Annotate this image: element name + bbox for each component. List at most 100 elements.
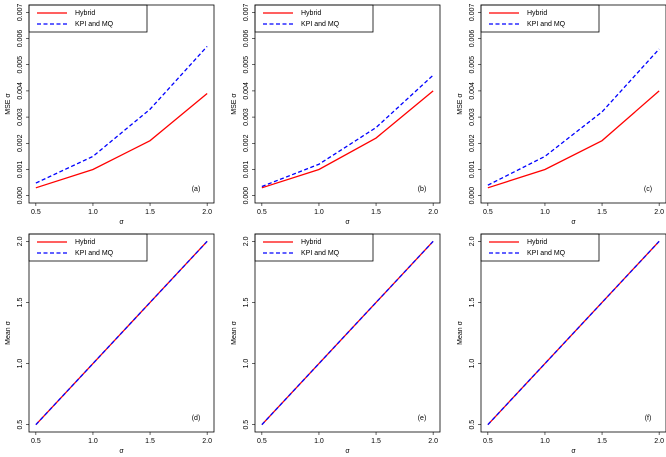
y-axis-label: MSE σ bbox=[457, 93, 464, 115]
legend-label: KPI and MQ bbox=[527, 21, 566, 28]
x-axis-label: σ bbox=[345, 219, 350, 226]
x-tick-label: 1.0 bbox=[314, 438, 324, 445]
y-tick-label: 0.005 bbox=[17, 56, 24, 74]
y-tick-label: 0.000 bbox=[469, 187, 476, 205]
legend-label: KPI and MQ bbox=[75, 250, 114, 257]
series-line bbox=[35, 240, 208, 426]
y-tick-label: 0.5 bbox=[243, 420, 250, 430]
x-tick-label: 1.5 bbox=[371, 209, 381, 216]
legend-label: Hybrid bbox=[527, 239, 547, 246]
x-tick-label: 1.5 bbox=[371, 438, 381, 445]
y-axis-label: MSE σ bbox=[5, 93, 12, 115]
x-tick-label: 2.0 bbox=[428, 209, 438, 216]
x-tick-label: 1.5 bbox=[145, 209, 155, 216]
y-tick-label: 0.5 bbox=[17, 420, 24, 430]
x-tick-label: 2.0 bbox=[428, 438, 438, 445]
x-tick-label: 2.0 bbox=[654, 209, 664, 216]
y-tick-label: 0.006 bbox=[469, 30, 476, 48]
panel-annotation: (a) bbox=[192, 186, 201, 193]
x-axis-label: σ bbox=[345, 448, 350, 455]
series-line bbox=[35, 45, 208, 184]
x-tick-label: 2.0 bbox=[202, 209, 212, 216]
y-tick-label: 0.003 bbox=[469, 108, 476, 126]
y-tick-label: 0.002 bbox=[17, 134, 24, 152]
x-tick-label: 0.5 bbox=[483, 438, 493, 445]
y-tick-label: 2.0 bbox=[243, 236, 250, 246]
x-axis-label: σ bbox=[571, 219, 576, 226]
y-tick-label: 0.5 bbox=[469, 420, 476, 430]
legend-box bbox=[28, 233, 148, 262]
series-line bbox=[487, 90, 660, 189]
panel-annotation: (c) bbox=[644, 186, 652, 193]
x-tick-label: 1.0 bbox=[88, 438, 98, 445]
y-tick-label: 2.0 bbox=[17, 236, 24, 246]
legend-label: Hybrid bbox=[301, 239, 321, 246]
y-tick-label: 0.006 bbox=[243, 30, 250, 48]
x-tick-label: 0.5 bbox=[483, 209, 493, 216]
x-axis-label: σ bbox=[119, 448, 124, 455]
legend-label: Hybrid bbox=[527, 10, 547, 17]
x-tick-label: 1.0 bbox=[540, 209, 550, 216]
legend-box bbox=[480, 4, 600, 33]
series-line bbox=[261, 90, 434, 189]
series-line bbox=[487, 48, 660, 186]
y-tick-label: 0.004 bbox=[469, 82, 476, 100]
x-tick-label: 1.5 bbox=[145, 438, 155, 445]
series-line bbox=[261, 74, 434, 188]
x-axis-label: σ bbox=[571, 448, 576, 455]
panel: 0.5 1.0 1.5 2.0 0.000 0.001 0.002 0.003 0.004 0.0… bbox=[457, 3, 666, 226]
panel: 0.5 1.0 1.5 2.0 0.000 0.001 0.002 0.003 0.004 0.0… bbox=[231, 3, 441, 226]
x-tick-label: 1.0 bbox=[88, 209, 98, 216]
x-tick-label: 1.5 bbox=[597, 438, 607, 445]
legend-label: Hybrid bbox=[75, 239, 95, 246]
panel: 0.5 1.0 1.5 2.0 0.000 0.001 0.002 0.003 0.004 0.0… bbox=[5, 3, 215, 226]
y-tick-label: 0.003 bbox=[17, 108, 24, 126]
x-tick-label: 2.0 bbox=[202, 438, 212, 445]
x-axis-label: σ bbox=[119, 219, 124, 226]
plot-frame bbox=[254, 4, 441, 204]
plot-frame bbox=[480, 4, 666, 204]
y-tick-label: 1.5 bbox=[243, 297, 250, 307]
panel: 0.5 1.0 1.5 2.0 0.5 1.0 1.5 2.0 σ Mean σ (d) Hybrid… bbox=[5, 233, 215, 455]
panel-annotation: (e) bbox=[418, 415, 427, 422]
y-tick-label: 1.5 bbox=[469, 297, 476, 307]
y-tick-label: 0.002 bbox=[243, 134, 250, 152]
x-tick-label: 1.5 bbox=[597, 209, 607, 216]
y-tick-label: 0.004 bbox=[17, 82, 24, 100]
panel-annotation: (d) bbox=[192, 415, 201, 422]
y-tick-label: 1.0 bbox=[17, 359, 24, 369]
legend-label: Hybrid bbox=[301, 10, 321, 17]
panel-annotation: (b) bbox=[418, 186, 427, 193]
panel: 0.5 1.0 1.5 2.0 0.5 1.0 1.5 2.0 σ Mean σ (f) Hybrid… bbox=[457, 233, 666, 455]
y-tick-label: 0.002 bbox=[469, 134, 476, 152]
y-tick-label: 0.004 bbox=[243, 82, 250, 100]
y-tick-label: 0.001 bbox=[469, 161, 476, 179]
x-tick-label: 1.0 bbox=[314, 209, 324, 216]
x-tick-label: 0.5 bbox=[257, 438, 267, 445]
y-tick-label: 2.0 bbox=[469, 236, 476, 246]
y-axis-label: Mean σ bbox=[231, 320, 238, 344]
x-tick-label: 0.5 bbox=[257, 209, 267, 216]
legend-label: Hybrid bbox=[75, 10, 95, 17]
legend-label: KPI and MQ bbox=[75, 21, 114, 28]
y-tick-label: 1.5 bbox=[17, 297, 24, 307]
legend-box bbox=[480, 233, 600, 262]
x-tick-label: 0.5 bbox=[31, 209, 41, 216]
x-tick-label: 1.0 bbox=[540, 438, 550, 445]
y-tick-label: 0.007 bbox=[243, 3, 250, 21]
legend-label: KPI and MQ bbox=[527, 250, 566, 257]
y-tick-label: 0.005 bbox=[243, 56, 250, 74]
y-tick-label: 0.000 bbox=[17, 187, 24, 205]
y-axis-label: Mean σ bbox=[457, 320, 464, 344]
y-axis-label: MSE σ bbox=[231, 93, 238, 115]
series-line bbox=[487, 240, 660, 426]
legend-label: KPI and MQ bbox=[301, 250, 340, 257]
y-axis-label: Mean σ bbox=[5, 320, 12, 344]
y-tick-label: 0.007 bbox=[469, 3, 476, 21]
legend-label: KPI and MQ bbox=[301, 21, 340, 28]
y-tick-label: 0.000 bbox=[243, 187, 250, 205]
x-tick-label: 0.5 bbox=[31, 438, 41, 445]
panel-annotation: (f) bbox=[645, 415, 652, 422]
y-tick-label: 0.001 bbox=[243, 161, 250, 179]
